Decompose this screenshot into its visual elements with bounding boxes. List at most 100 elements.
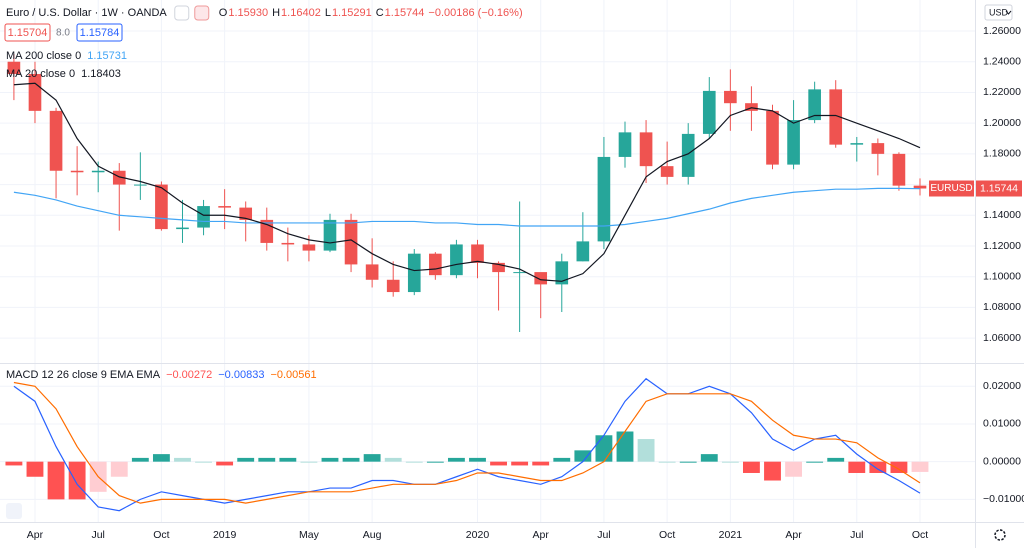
indicator-line xyxy=(13,381,921,504)
legend-text: 1.16402 xyxy=(281,7,321,19)
legend-text: 1.15930 xyxy=(228,7,268,19)
histogram-bar xyxy=(764,461,781,481)
legend-text: −0.00833 xyxy=(218,369,264,381)
histogram-bar xyxy=(827,457,845,462)
symbol-tag xyxy=(929,180,974,197)
histogram-bar xyxy=(595,435,613,462)
candle-body xyxy=(112,170,126,185)
legend-text: 1.15291 xyxy=(332,7,372,19)
candle-body xyxy=(386,279,400,293)
y-tick-label: 0.00000 xyxy=(983,455,1021,467)
currency-button[interactable] xyxy=(984,4,1013,21)
legend-text: 1.18403 xyxy=(81,68,121,80)
histogram-bar xyxy=(5,461,23,466)
candle-body xyxy=(660,166,674,177)
histogram-bar xyxy=(848,461,866,473)
candle-body xyxy=(407,253,421,293)
candle-body xyxy=(134,184,147,186)
candle-body xyxy=(302,244,316,251)
eye-icon xyxy=(174,5,190,21)
histogram-bar xyxy=(279,457,297,462)
buy-button[interactable] xyxy=(76,23,123,42)
histogram-bar xyxy=(911,461,929,472)
legend-text: −0.00272 xyxy=(166,369,212,381)
legend-text: Euro / U.S. Dollar · 1W · OANDA xyxy=(6,7,167,19)
candle-body xyxy=(724,90,737,104)
collapse-button[interactable] xyxy=(6,503,22,519)
histogram-bar xyxy=(237,457,255,462)
candle-body xyxy=(702,90,716,134)
histogram-bar xyxy=(553,457,571,462)
price-tag-label: 1.15744 xyxy=(980,182,1018,194)
candle-body xyxy=(787,120,800,165)
candle-body xyxy=(450,244,463,276)
histogram-bar xyxy=(869,461,887,473)
histogram-bar xyxy=(384,457,402,462)
candle-body xyxy=(618,132,632,157)
candle-body xyxy=(555,261,569,285)
ask-price[interactable]: 1.15784 xyxy=(80,27,120,39)
candle-body xyxy=(892,153,906,186)
histogram-bar xyxy=(679,461,697,463)
legend-text: −0.00186 (−0.16%) xyxy=(428,7,522,19)
legend-text: MACD 12 26 close 9 EMA EMA xyxy=(6,369,161,381)
x-tick-label: Jul xyxy=(91,529,104,541)
candle-body xyxy=(7,61,21,75)
candle-body xyxy=(344,219,358,265)
candle-body xyxy=(745,103,758,111)
candle-body xyxy=(365,264,379,280)
settings-gear[interactable] xyxy=(994,529,1006,541)
bid-price[interactable]: 1.15704 xyxy=(8,27,48,39)
histogram-bar xyxy=(258,457,276,462)
chevron xyxy=(1005,10,1012,15)
histogram-bar xyxy=(806,461,824,463)
histogram-bar xyxy=(490,461,507,466)
histogram-bar xyxy=(616,431,634,462)
x-tick-label: Aug xyxy=(363,529,382,541)
legend-text: 1.15731 xyxy=(87,50,127,62)
candle-body xyxy=(471,244,484,263)
legend-text: 1.15744 xyxy=(385,7,425,19)
histogram-bar xyxy=(216,461,234,466)
compare-icon xyxy=(194,5,210,21)
currency-label[interactable]: USD xyxy=(989,7,1009,17)
indicator-line xyxy=(13,187,921,227)
indicator-line xyxy=(13,377,921,512)
y-tick-label: 1.08000 xyxy=(983,301,1021,313)
y-tick-label: 0.02000 xyxy=(983,380,1021,392)
legend-text: L xyxy=(325,7,331,19)
x-tick-label: Oct xyxy=(153,529,169,541)
candle-body xyxy=(281,242,295,245)
candle-body xyxy=(576,241,590,262)
histogram-bar xyxy=(721,461,739,463)
legend-text: C xyxy=(376,7,384,19)
candle-body xyxy=(70,170,84,173)
y-tick-label: 0.01000 xyxy=(983,418,1021,430)
price-tag xyxy=(976,180,1022,197)
x-tick-label: 2019 xyxy=(213,529,237,541)
histogram-bar xyxy=(511,461,529,466)
candle-body xyxy=(639,132,653,167)
candle-body xyxy=(197,206,210,228)
candle-body xyxy=(492,262,505,273)
candle-body xyxy=(850,143,864,145)
candle-body xyxy=(808,89,821,121)
legend-text: O xyxy=(219,7,228,19)
y-tick-label: 1.18000 xyxy=(983,148,1021,160)
sell-button[interactable] xyxy=(4,23,51,42)
histogram-bar xyxy=(68,461,86,500)
histogram-bar xyxy=(363,454,381,462)
candle-body xyxy=(91,170,105,173)
candle-body xyxy=(49,110,63,171)
x-tick-label: Jul xyxy=(597,529,610,541)
y-tick-label: 1.22000 xyxy=(983,86,1021,98)
y-tick-label: 1.06000 xyxy=(983,332,1021,344)
x-tick-label: Oct xyxy=(659,529,675,541)
histogram-bar xyxy=(321,457,339,462)
x-tick-label: Apr xyxy=(27,529,44,541)
histogram-bar xyxy=(469,457,486,462)
histogram-bar xyxy=(532,461,550,466)
